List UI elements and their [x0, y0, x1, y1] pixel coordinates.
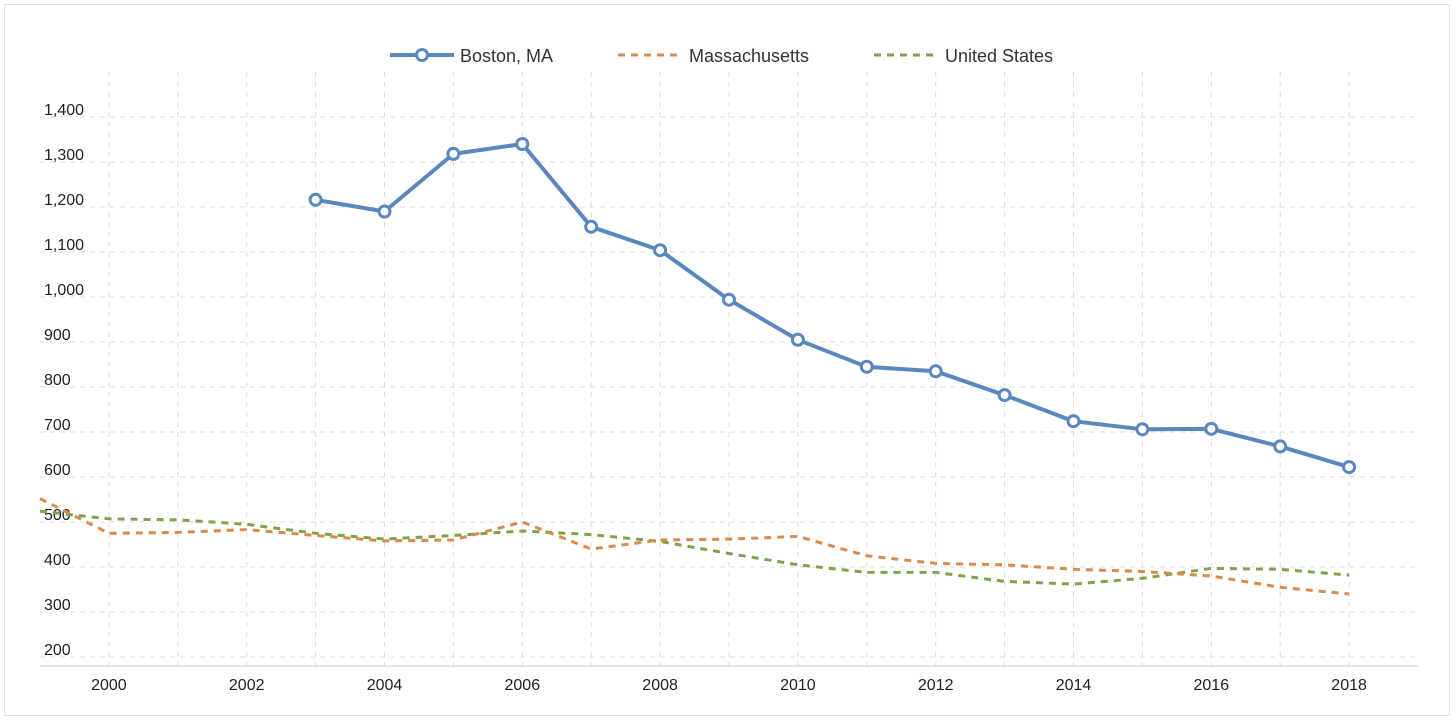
data-point-boston[interactable]: [1135, 422, 1150, 437]
data-point-boston[interactable]: [997, 388, 1012, 403]
y-tick-label: 1,100: [44, 237, 84, 254]
grid: [40, 72, 1418, 666]
y-tick-label: 1,000: [44, 282, 84, 299]
series-layer: [39, 137, 1357, 596]
legend[interactable]: Boston, MA Massachusetts United States: [390, 46, 1053, 66]
legend-item-united-states[interactable]: United States: [874, 46, 1053, 66]
y-tick-label: 300: [44, 597, 71, 614]
x-tick-label: 2012: [918, 677, 954, 694]
x-tick-label: 2000: [91, 677, 127, 694]
axes: 2003004005006007008009001,0001,1001,2001…: [40, 102, 1418, 694]
legend-label-boston: Boston, MA: [460, 46, 553, 66]
data-point-boston[interactable]: [308, 192, 323, 207]
data-point-boston[interactable]: [515, 137, 530, 151]
y-tick-label: 900: [44, 327, 71, 344]
x-tick-label: 2002: [229, 677, 265, 694]
data-point-boston[interactable]: [653, 243, 668, 258]
data-point-boston[interactable]: [377, 204, 392, 219]
y-tick-label: 200: [44, 642, 71, 659]
legend-label-united-states: United States: [945, 46, 1053, 66]
data-point-boston[interactable]: [1066, 414, 1081, 429]
legend-marker-boston: [415, 48, 429, 62]
y-tick-label: 400: [44, 552, 71, 569]
y-tick-label: 1,300: [44, 147, 84, 164]
x-tick-label: 2016: [1194, 677, 1230, 694]
y-tick-label: 1,200: [44, 192, 84, 209]
x-tick-label: 2004: [367, 677, 403, 694]
data-point-boston[interactable]: [1342, 460, 1357, 475]
y-tick-label: 600: [44, 462, 71, 479]
x-tick-label: 2014: [1056, 677, 1092, 694]
legend-label-massachusetts: Massachusetts: [689, 46, 809, 66]
data-point-boston[interactable]: [584, 219, 599, 234]
series-line-boston: [315, 142, 1350, 470]
legend-item-massachusetts[interactable]: Massachusetts: [618, 46, 809, 66]
chart-frame: [4, 4, 1450, 716]
x-tick-label: 2008: [642, 677, 678, 694]
data-point-boston[interactable]: [722, 292, 736, 307]
data-point-boston[interactable]: [928, 364, 943, 379]
series-line-united-states: [39, 509, 1350, 586]
x-tick-label: 2006: [505, 677, 541, 694]
y-tick-label: 700: [44, 417, 71, 434]
data-point-boston[interactable]: [446, 146, 461, 161]
data-point-boston[interactable]: [1204, 421, 1219, 436]
x-tick-label: 2010: [780, 677, 816, 694]
data-point-boston[interactable]: [859, 359, 874, 374]
legend-item-boston[interactable]: Boston, MA: [390, 46, 553, 66]
y-tick-label: 800: [44, 372, 71, 389]
y-tick-label: 1,400: [44, 102, 84, 119]
data-point-boston[interactable]: [790, 332, 805, 347]
x-tick-label: 2018: [1331, 677, 1367, 694]
series-line-massachusetts: [39, 497, 1350, 596]
data-point-boston[interactable]: [1273, 439, 1288, 454]
